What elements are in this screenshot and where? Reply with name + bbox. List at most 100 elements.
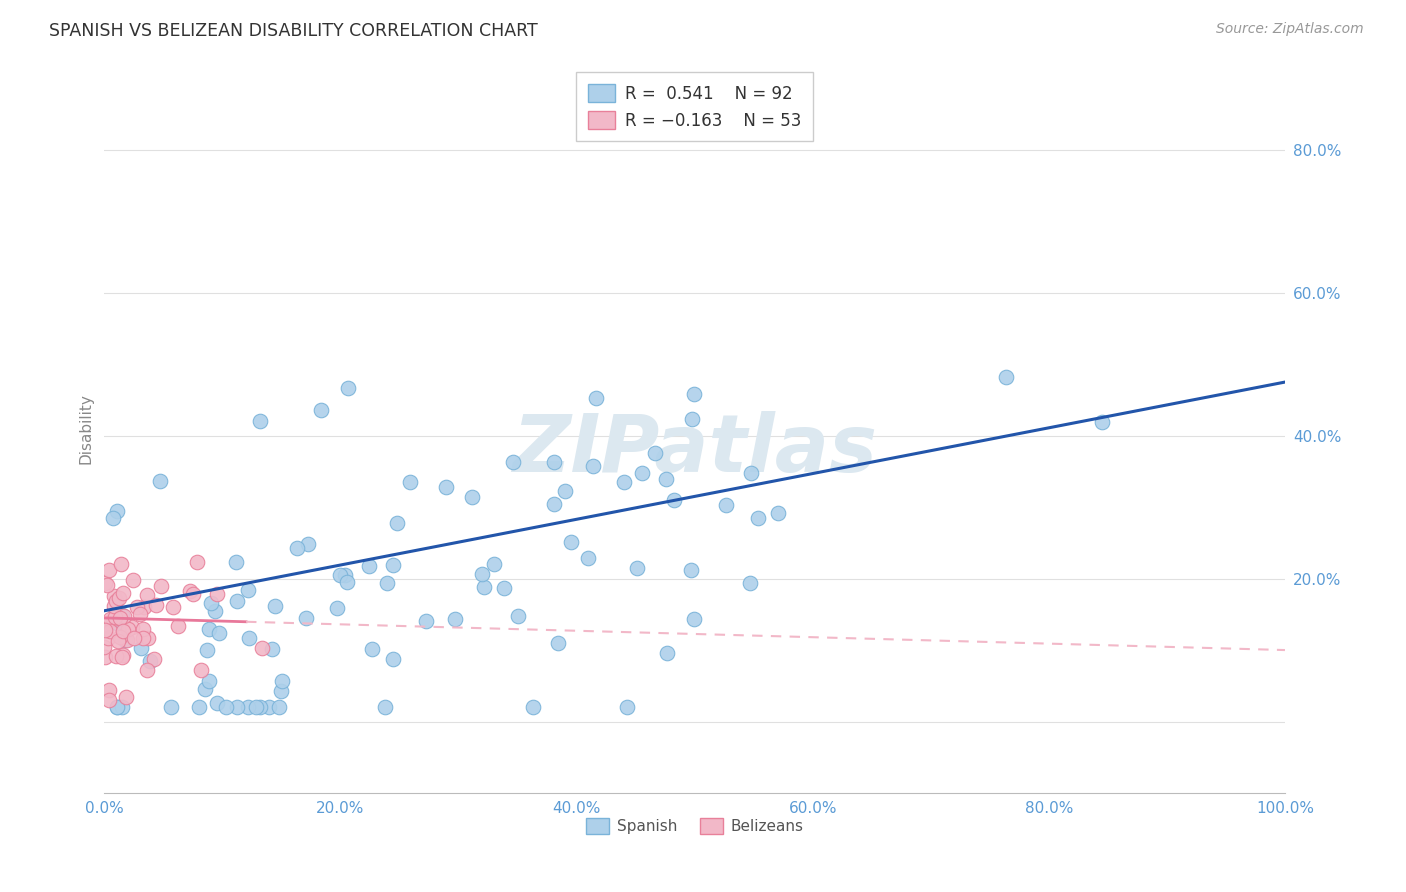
- Point: [190, 663, 212, 677]
- Point: [105, 648, 128, 663]
- Point: [714, 498, 737, 512]
- Point: [98, 682, 121, 697]
- Point: [681, 412, 703, 426]
- Point: [740, 467, 762, 481]
- Point: [105, 593, 128, 607]
- Text: Source: ZipAtlas.com: Source: ZipAtlas.com: [1216, 22, 1364, 37]
- Point: [115, 690, 138, 705]
- Point: [97, 693, 120, 707]
- Point: [522, 700, 544, 714]
- Point: [94, 619, 117, 633]
- Point: [139, 654, 162, 668]
- Point: [357, 559, 380, 574]
- Point: [309, 403, 332, 417]
- Point: [162, 600, 184, 615]
- Point: [111, 586, 134, 600]
- Point: [105, 504, 128, 518]
- Point: [287, 541, 309, 555]
- Point: [167, 619, 190, 633]
- Point: [336, 380, 359, 394]
- Point: [472, 580, 495, 594]
- Point: [295, 611, 318, 625]
- Point: [129, 607, 152, 621]
- Point: [159, 700, 181, 714]
- Point: [197, 674, 219, 689]
- Point: [271, 673, 294, 688]
- Point: [143, 651, 166, 665]
- Point: [93, 640, 115, 654]
- Point: [98, 624, 121, 639]
- Point: [361, 641, 384, 656]
- Point: [471, 567, 494, 582]
- Point: [655, 472, 678, 486]
- Point: [96, 578, 118, 592]
- Point: [103, 599, 125, 614]
- Point: [136, 664, 159, 678]
- Point: [108, 591, 131, 605]
- Point: [145, 598, 167, 612]
- Point: [122, 573, 145, 587]
- Point: [461, 490, 484, 504]
- Point: [127, 599, 149, 614]
- Point: [249, 413, 271, 427]
- Point: [382, 558, 405, 573]
- Point: [238, 631, 260, 645]
- Point: [103, 612, 125, 626]
- Point: [114, 632, 136, 647]
- Point: [105, 700, 128, 714]
- Point: [110, 611, 132, 625]
- Point: [97, 631, 120, 645]
- Point: [375, 575, 398, 590]
- Point: [502, 455, 524, 469]
- Point: [766, 506, 789, 520]
- Point: [747, 510, 769, 524]
- Point: [110, 557, 132, 571]
- Point: [543, 455, 565, 469]
- Point: [111, 700, 134, 714]
- Point: [616, 700, 638, 714]
- Point: [238, 583, 260, 598]
- Point: [136, 631, 159, 645]
- Point: [225, 594, 247, 608]
- Point: [181, 587, 204, 601]
- Point: [111, 607, 134, 622]
- Point: [107, 633, 129, 648]
- Point: [547, 636, 569, 650]
- Point: [101, 510, 124, 524]
- Point: [269, 700, 291, 714]
- Point: [326, 601, 349, 615]
- Point: [482, 557, 505, 571]
- Point: [108, 630, 131, 644]
- Point: [94, 623, 117, 637]
- Point: [105, 700, 128, 714]
- Point: [543, 497, 565, 511]
- Text: SPANISH VS BELIZEAN DISABILITY CORRELATION CHART: SPANISH VS BELIZEAN DISABILITY CORRELATI…: [49, 22, 538, 40]
- Point: [738, 575, 761, 590]
- Point: [105, 615, 128, 630]
- Point: [200, 596, 222, 610]
- Point: [259, 700, 281, 714]
- Point: [122, 631, 145, 645]
- Point: [644, 445, 666, 459]
- Point: [179, 584, 201, 599]
- Point: [132, 632, 155, 646]
- Point: [508, 608, 530, 623]
- Point: [444, 612, 467, 626]
- Point: [103, 590, 125, 604]
- Point: [149, 474, 172, 488]
- Point: [249, 700, 271, 714]
- Point: [387, 516, 409, 530]
- Text: ZIPatlas: ZIPatlas: [512, 411, 877, 490]
- Point: [111, 624, 134, 638]
- Point: [112, 648, 135, 662]
- Point: [1090, 415, 1112, 429]
- Point: [111, 649, 134, 664]
- Point: [194, 681, 217, 696]
- Point: [236, 700, 259, 714]
- Point: [131, 640, 153, 655]
- Point: [104, 610, 127, 624]
- Point: [187, 700, 209, 714]
- Point: [297, 537, 319, 551]
- Point: [329, 567, 352, 582]
- Point: [226, 700, 249, 714]
